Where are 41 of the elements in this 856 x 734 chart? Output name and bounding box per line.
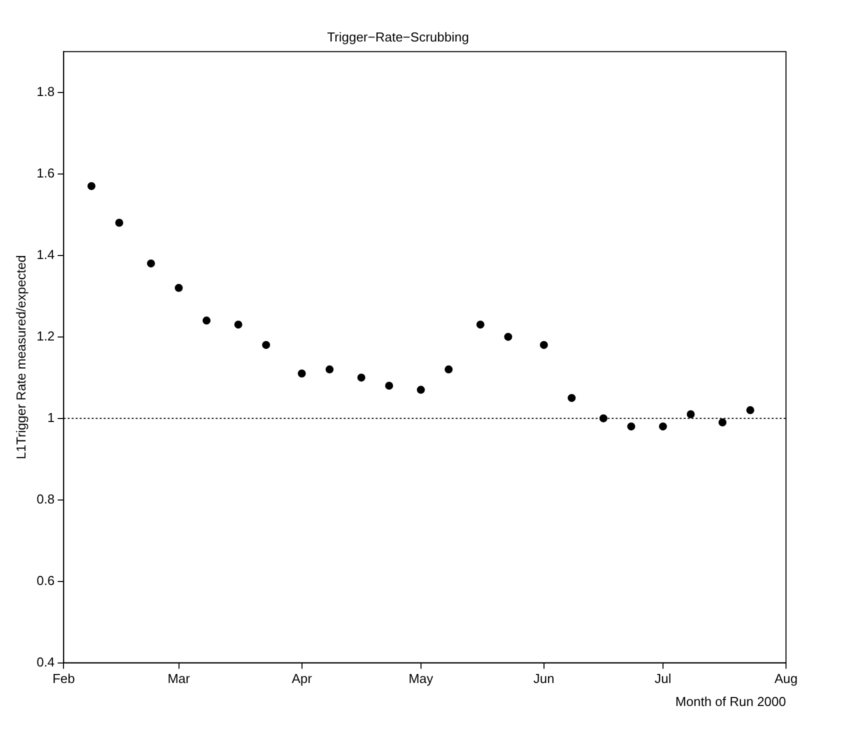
point	[385, 382, 394, 390]
point	[504, 332, 512, 341]
x-tick-label: Apr	[292, 671, 313, 686]
chart-title: Trigger−Rate−Scrubbing	[327, 29, 469, 44]
point	[202, 316, 211, 325]
x-tick-label: Mar	[168, 671, 191, 686]
point	[234, 320, 242, 329]
y-tick-label: 0.4	[36, 654, 55, 670]
point	[568, 394, 576, 402]
point	[746, 406, 754, 414]
y-tick-label: 0.6	[36, 572, 55, 588]
y-tick-label: 1.6	[36, 165, 55, 180]
point	[718, 418, 726, 426]
y-axis-title: L1Trigger Rate measured/expected	[13, 255, 28, 460]
x-axis-title: Month of Run 2000	[675, 694, 786, 709]
y-tick-label: 1.2	[36, 328, 55, 344]
x-tick-label: Aug	[774, 671, 798, 686]
x-tick-label: Jun	[533, 671, 554, 686]
point	[686, 410, 695, 418]
point	[476, 320, 484, 329]
point	[540, 340, 548, 349]
point	[627, 422, 636, 430]
x-tick-label: May	[408, 671, 434, 686]
point	[599, 414, 608, 422]
y-tick-label: 0.8	[36, 491, 55, 506]
point	[87, 182, 96, 190]
point	[357, 374, 366, 382]
y-tick-label: 1.8	[36, 84, 55, 99]
point	[146, 259, 155, 268]
point	[444, 365, 453, 374]
point	[658, 422, 667, 430]
point	[298, 370, 306, 378]
x-tick-label: Jul	[654, 671, 672, 686]
y-tick-label: 1	[47, 410, 55, 425]
point	[262, 340, 270, 349]
point	[326, 365, 334, 374]
point	[174, 284, 183, 292]
y-tick-label: 1.4	[36, 246, 55, 262]
point	[115, 218, 124, 227]
x-tick-label: Feb	[52, 671, 75, 686]
point	[416, 386, 425, 394]
